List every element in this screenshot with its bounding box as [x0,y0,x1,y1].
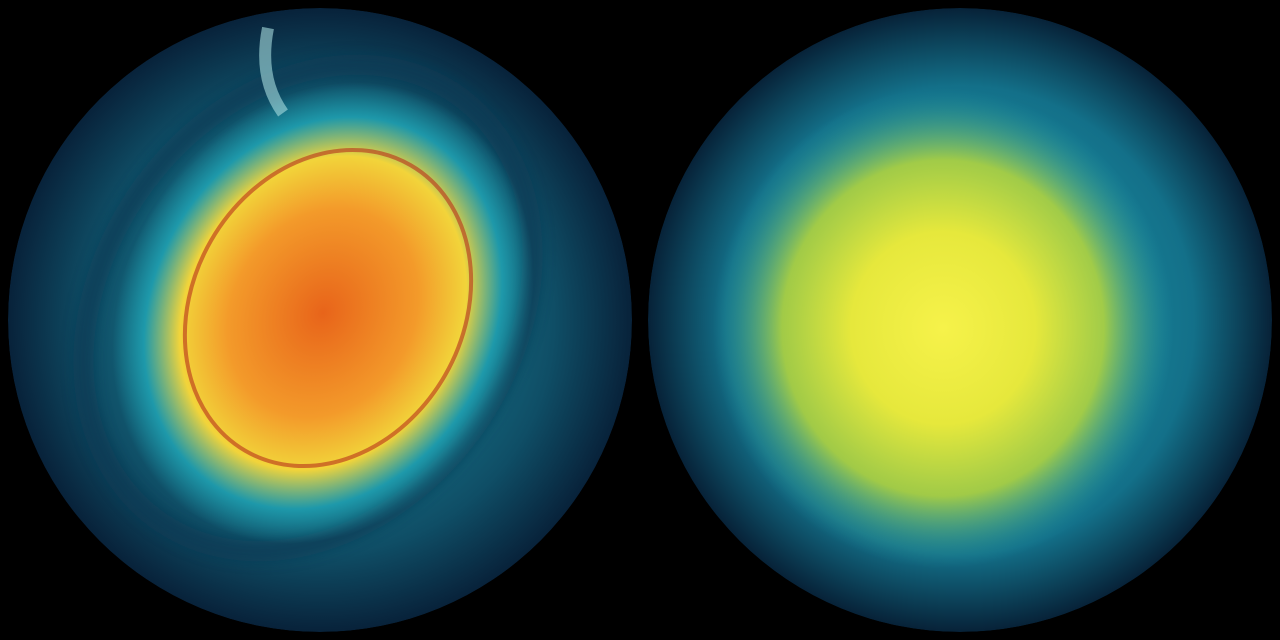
left-globe-svg [8,8,632,632]
vortex-edge-ring [182,147,474,469]
arctic-region [713,88,1173,568]
right-globe-image [648,8,1272,632]
right-globe-svg [648,8,1272,632]
landmass-sliver [259,26,288,117]
left-globe-image [8,8,632,632]
